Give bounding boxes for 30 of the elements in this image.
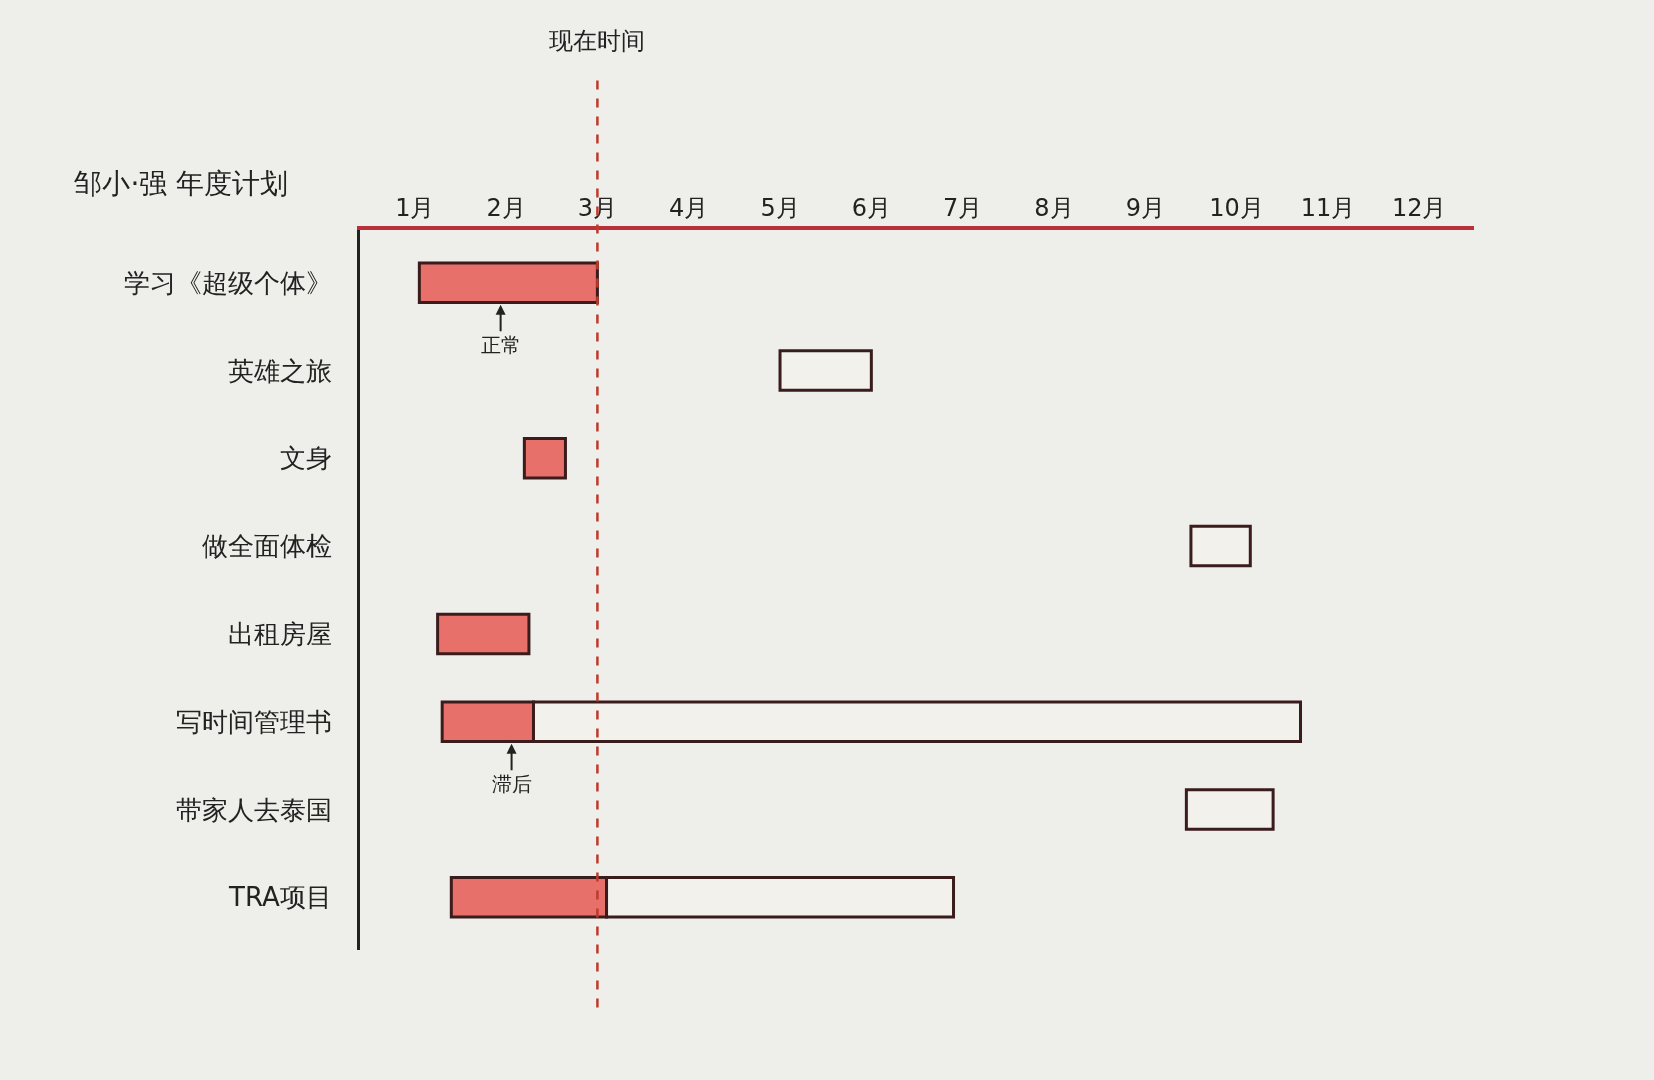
bar <box>778 349 873 392</box>
ref-line-label: 现在时间 <box>549 27 645 55</box>
x-tick-label: 5月 <box>760 194 800 223</box>
x-tick-label: 3月 <box>577 194 618 223</box>
bar <box>522 437 567 480</box>
y-tick-label: 文身 <box>279 443 332 474</box>
bar <box>1189 524 1252 568</box>
bar <box>417 261 599 304</box>
y-tick-label: 做全面体检 <box>201 531 332 562</box>
annotation: 滞后 <box>492 772 532 796</box>
x-tick-label: 1月 <box>395 194 435 223</box>
x-tick-label: 8月 <box>1034 194 1074 223</box>
x-tick-label: 7月 <box>943 194 983 223</box>
y-tick-label: 出租房屋 <box>227 619 332 649</box>
y-tick-label: TRA项目 <box>228 882 332 913</box>
bar <box>436 612 531 656</box>
y-tick-label: 带家人去泰国 <box>175 794 332 825</box>
x-tick-label: 4月 <box>669 194 709 223</box>
y-tick-label: 写时间管理书 <box>175 706 332 737</box>
bar <box>1184 788 1275 831</box>
chart-title: 邹小·强 年度计划 <box>74 167 289 201</box>
x-tick-label: 11月 <box>1300 194 1356 223</box>
x-tick-label: 2月 <box>486 194 526 223</box>
annotation: 正常 <box>481 333 521 357</box>
y-tick-label: 学习《超级个体》 <box>123 267 332 298</box>
x-tick-label: 6月 <box>851 194 891 223</box>
x-tick-label: 9月 <box>1125 194 1165 223</box>
y-tick-label: 英雄之旅 <box>227 355 332 386</box>
x-tick-label: 12月 <box>1391 194 1447 223</box>
x-tick-label: 10月 <box>1209 194 1264 223</box>
